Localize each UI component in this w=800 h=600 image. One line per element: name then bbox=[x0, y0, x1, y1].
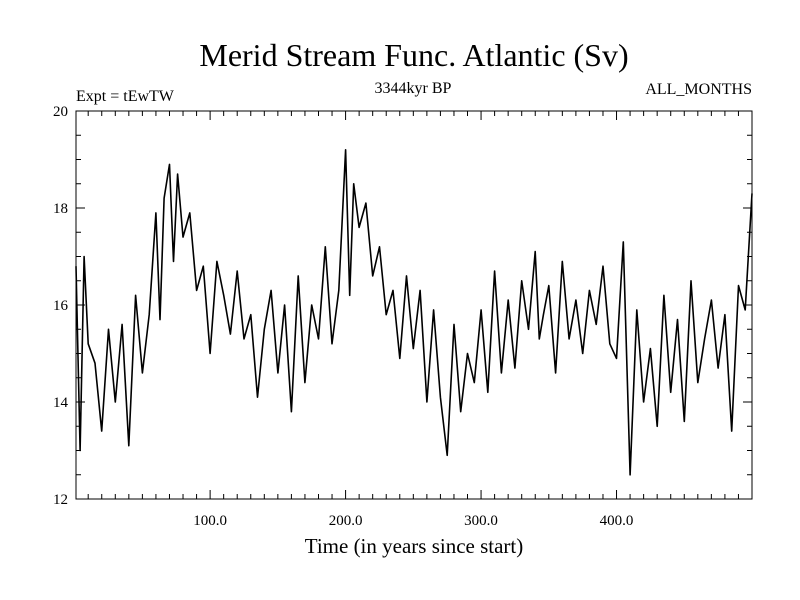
y-tick-label: 12 bbox=[53, 492, 68, 508]
x-tick-label: 300.0 bbox=[464, 513, 498, 529]
axis-tick-labels: 100.0 200.0 300.0 400.0 12 14 16 18 20 bbox=[53, 104, 633, 529]
x-tick-label: 200.0 bbox=[329, 513, 363, 529]
plot-frame bbox=[75, 110, 753, 500]
axis-ticks bbox=[76, 110, 753, 500]
months-label: ALL_MONTHS bbox=[645, 81, 752, 98]
series-line-0 bbox=[75, 149, 753, 476]
chart-title: Merid Stream Func. Atlantic (Sv) bbox=[199, 37, 628, 73]
y-tick-label: 14 bbox=[53, 395, 69, 411]
period-label: 3344kyr BP bbox=[375, 80, 452, 97]
series-group bbox=[75, 149, 753, 476]
y-tick-label: 18 bbox=[53, 201, 68, 217]
y-tick-label: 16 bbox=[53, 298, 69, 314]
y-tick-label: 20 bbox=[53, 104, 68, 120]
x-axis-label: Time (in years since start) bbox=[305, 534, 524, 558]
experiment-label: Expt = tEwTW bbox=[76, 88, 175, 105]
x-tick-label: 100.0 bbox=[193, 513, 227, 529]
x-tick-label: 400.0 bbox=[600, 513, 634, 529]
